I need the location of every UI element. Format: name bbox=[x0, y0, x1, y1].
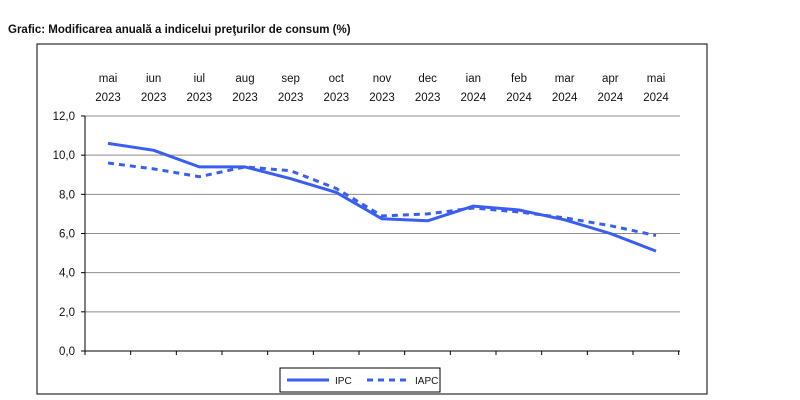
chart-frame bbox=[36, 43, 708, 395]
x-tick-month-6: nov bbox=[373, 73, 392, 85]
y-tick-label-6: 12,0 bbox=[53, 111, 75, 123]
x-tick-month-7: dec bbox=[418, 73, 437, 85]
x-tick-year-5: 2023 bbox=[324, 92, 350, 104]
y-tick-label-0: 0,0 bbox=[59, 346, 75, 358]
series-line-ipc bbox=[107, 141, 657, 253]
y-tick-labels: 0,0 2,0 4,0 6,0 8,0 10,0 12,0 bbox=[53, 111, 75, 358]
y-tick-label-4: 8,0 bbox=[59, 189, 75, 201]
x-tick-year-6: 2023 bbox=[369, 92, 395, 104]
x-tick-month-0: mai bbox=[99, 73, 118, 85]
legend-label-iapc: IAPC bbox=[415, 376, 438, 387]
x-tick-month-11: apr bbox=[602, 73, 619, 85]
x-tick-year-3: 2023 bbox=[232, 92, 258, 104]
y-tick-label-1: 2,0 bbox=[59, 307, 75, 319]
x-tick-month-8: ian bbox=[466, 73, 481, 85]
x-tick-month-5: oct bbox=[329, 73, 345, 85]
x-tick-labels: mai 2023 iun 2023 iul 2023 aug 2023 sep 2023 oct 20… bbox=[95, 73, 669, 104]
x-tick-month-12: mai bbox=[647, 73, 666, 85]
legend-label-ipc: IPC bbox=[335, 376, 352, 387]
y-tick-label-3: 6,0 bbox=[59, 229, 75, 241]
x-tick-month-3: aug bbox=[235, 73, 254, 85]
y-tick-label-5: 10,0 bbox=[53, 150, 75, 162]
legend: IPC IAPC bbox=[279, 367, 441, 393]
x-tick-year-1: 2023 bbox=[141, 92, 167, 104]
x-tick-year-4: 2023 bbox=[278, 92, 304, 104]
axes bbox=[81, 115, 680, 355]
x-tick-year-7: 2023 bbox=[415, 92, 441, 104]
gridlines bbox=[85, 115, 680, 313]
x-tick-year-9: 2024 bbox=[506, 92, 532, 104]
series-line-iapc bbox=[107, 161, 657, 237]
y-tick-label-2: 4,0 bbox=[59, 268, 75, 280]
x-tick-month-10: mar bbox=[555, 73, 575, 85]
x-tick-year-2: 2023 bbox=[187, 92, 213, 104]
x-tick-year-0: 2023 bbox=[95, 92, 121, 104]
x-tick-month-2: iul bbox=[194, 73, 206, 85]
x-tick-month-4: sep bbox=[281, 73, 300, 85]
x-tick-month-1: iun bbox=[146, 73, 161, 85]
x-tick-year-10: 2024 bbox=[552, 92, 578, 104]
series-lines bbox=[107, 141, 657, 253]
x-tick-year-8: 2024 bbox=[461, 92, 487, 104]
chart-title: Grafic: Modificarea anuală a indicelui p… bbox=[8, 24, 351, 36]
x-tick-year-12: 2024 bbox=[643, 92, 669, 104]
x-tick-month-9: feb bbox=[511, 73, 527, 85]
x-tick-year-11: 2024 bbox=[598, 92, 624, 104]
